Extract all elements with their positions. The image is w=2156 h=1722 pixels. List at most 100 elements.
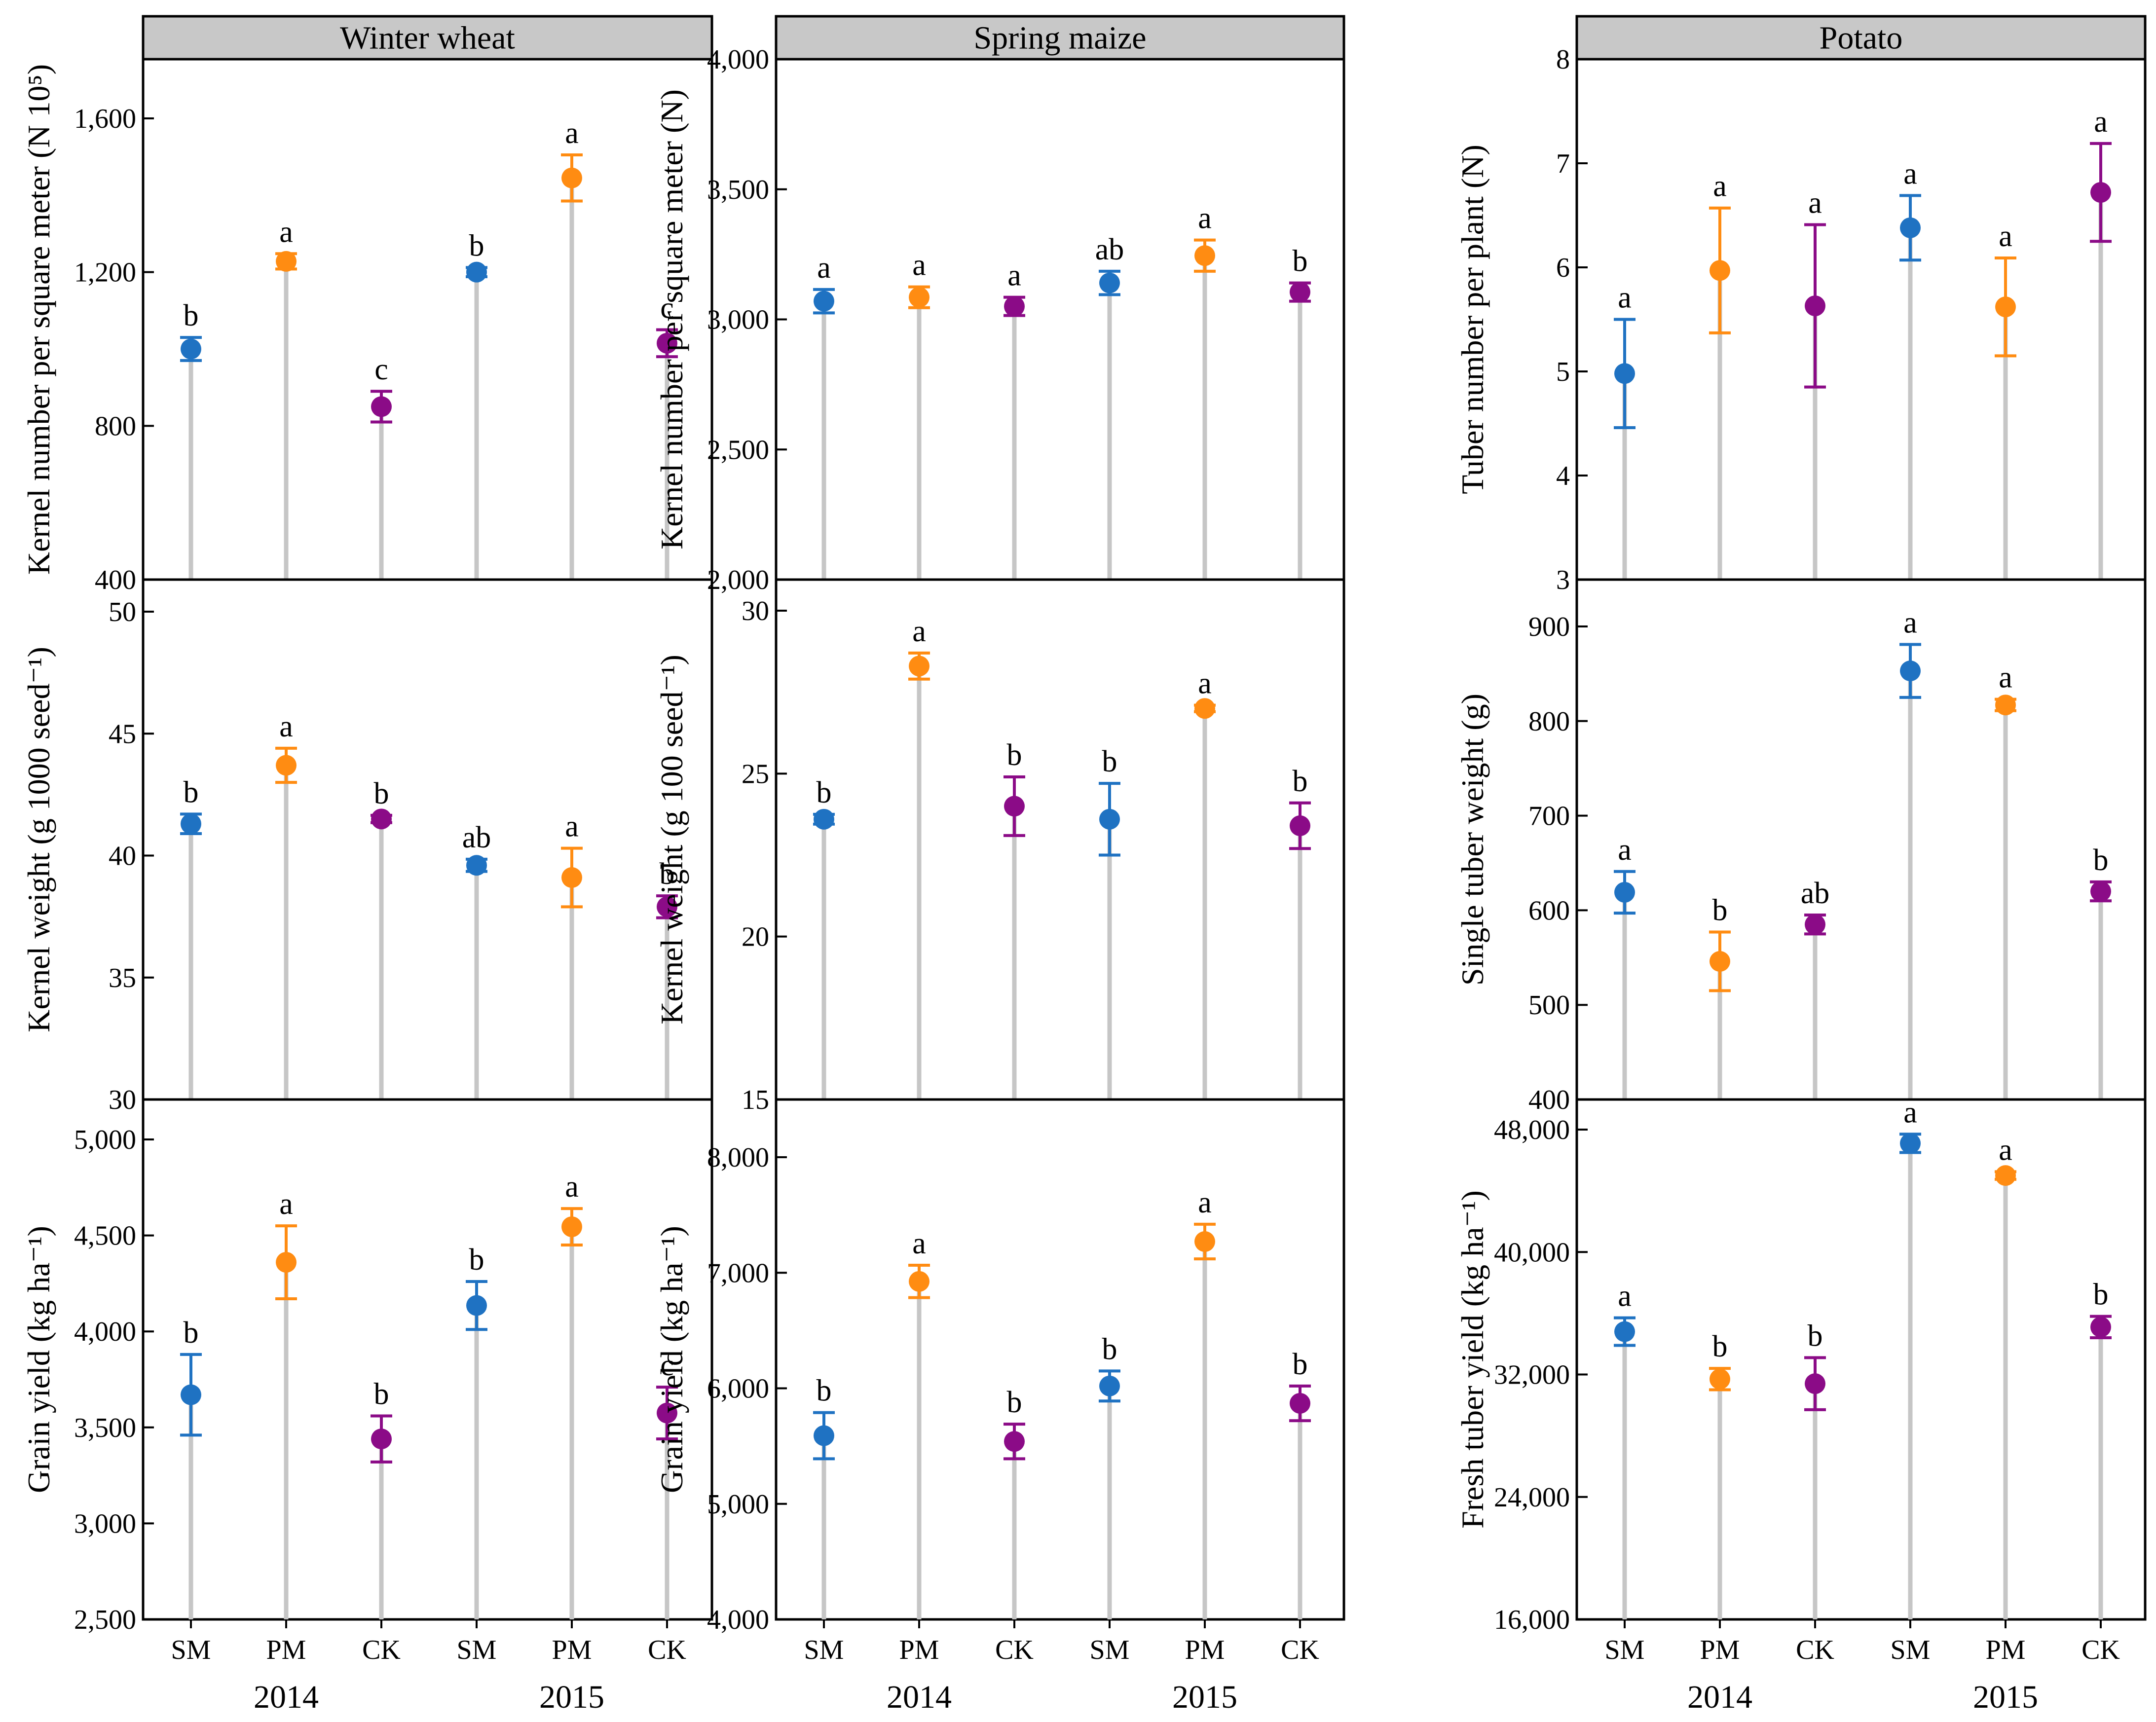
y-tick-label: 15 <box>742 1085 769 1115</box>
data-point-ck-2015: c <box>656 1349 678 1619</box>
x-tick-label: PM <box>1986 1635 2026 1665</box>
y-axis-label: Grain yield (kg ha⁻¹) <box>654 1226 689 1493</box>
significance-letter: a <box>1903 1096 1917 1129</box>
data-marker <box>1805 914 1825 935</box>
data-marker <box>181 813 201 835</box>
data-point-sm-2015: b <box>1099 1332 1120 1619</box>
data-point-ck-2014: b <box>371 1377 392 1619</box>
data-marker <box>814 291 834 312</box>
facet-title-winter-wheat: Winter wheat <box>340 20 515 56</box>
significance-letter: b <box>817 1374 832 1408</box>
significance-letter: a <box>1999 220 2012 253</box>
year-label-2014: 2014 <box>254 1679 319 1715</box>
data-marker <box>657 1402 677 1424</box>
y-tick-label: 500 <box>1528 990 1570 1021</box>
y-tick-label: 32,000 <box>1494 1360 1570 1391</box>
y-tick-label: 8 <box>1556 44 1570 75</box>
y-tick-label: 400 <box>1528 1085 1570 1115</box>
y-tick-label: 2,500 <box>707 435 769 465</box>
data-marker <box>561 167 582 188</box>
significance-letter: b <box>1293 1348 1308 1381</box>
y-tick-label: 5,000 <box>74 1125 136 1155</box>
significance-letter: b <box>1712 1330 1728 1363</box>
data-marker <box>1099 1375 1120 1396</box>
data-marker <box>276 755 297 776</box>
data-point-pm-2014: a <box>908 1227 930 1619</box>
panel-frame <box>775 1098 1345 1621</box>
significance-letter: b <box>1007 738 1022 772</box>
x-tick-label: PM <box>1185 1635 1225 1665</box>
panel-potato-3: 16,000 24,000 32,000 40,000 48,000 Fresh tube… <box>1455 1096 2147 1715</box>
data-point-ck-2014: a <box>1004 259 1025 580</box>
significance-letter: a <box>565 810 579 843</box>
y-tick-label: 6 <box>1556 253 1570 283</box>
data-point-ck-2014: a <box>1804 186 1826 580</box>
data-point-sm-2015: ab <box>1095 233 1124 580</box>
significance-letter: b <box>374 1377 389 1411</box>
data-marker <box>371 396 392 417</box>
panel-frame <box>1575 578 2147 1101</box>
facet-title-spring-maize: Spring maize <box>973 20 1146 56</box>
y-tick-label: 4,000 <box>74 1317 136 1347</box>
data-point-ck-2015: c <box>656 292 678 580</box>
y-tick-label: 3,500 <box>707 175 769 205</box>
data-point-ck-2014: c <box>371 353 392 580</box>
y-axis-label: Fresh tuber yield (kg ha⁻¹) <box>1455 1190 1490 1529</box>
significance-letter: c <box>374 353 388 386</box>
facet-title-potato: Potato <box>1820 20 1903 56</box>
significance-letter: b <box>184 775 199 809</box>
data-marker <box>276 1252 297 1273</box>
y-tick-label: 50 <box>109 597 136 627</box>
data-marker <box>1710 1368 1730 1390</box>
data-point-sm-2014: b <box>180 299 202 580</box>
y-tick-label: 400 <box>95 565 136 595</box>
data-marker <box>1995 1165 2016 1186</box>
y-tick-label: 4,000 <box>707 44 769 75</box>
data-point-sm-2015: b <box>1099 745 1120 1099</box>
significance-letter: a <box>279 1187 293 1221</box>
significance-letter: a <box>1999 661 2012 695</box>
data-marker <box>1004 296 1025 317</box>
data-point-ck-2014: b <box>1004 1386 1025 1619</box>
data-point-sm-2015: b <box>466 229 487 580</box>
facet-header-potato <box>1575 15 2147 61</box>
data-marker <box>466 855 487 876</box>
data-marker <box>466 261 487 283</box>
y-axis-label: Kernel weight (g 100 seed⁻¹) <box>654 655 689 1025</box>
data-point-sm-2014: a <box>813 251 835 580</box>
y-tick-label: 2,000 <box>707 565 769 595</box>
significance-letter: ab <box>1095 233 1124 266</box>
y-tick-label: 40 <box>109 841 136 872</box>
data-point-pm-2015: a <box>1194 667 1216 1099</box>
data-marker <box>2090 182 2111 203</box>
panel-frame <box>142 1098 713 1621</box>
y-tick-label: 3,000 <box>707 305 769 335</box>
data-marker <box>1194 1231 1215 1252</box>
data-point-ck-2014: ab <box>1801 877 1829 1099</box>
data-point-sm-2015: a <box>1899 606 1921 1099</box>
data-point-ck-2015: b <box>2090 1278 2112 1619</box>
significance-letter: b <box>1102 745 1117 778</box>
significance-letter: b <box>1808 1319 1823 1353</box>
y-tick-label: 3,000 <box>74 1508 136 1539</box>
data-point-sm-2015: a <box>1899 157 1921 580</box>
panel-frame <box>775 58 1345 581</box>
data-point-pm-2015: a <box>1194 1186 1216 1619</box>
significance-letter: b <box>374 777 389 810</box>
data-marker <box>814 808 834 830</box>
data-point-pm-2015: a <box>561 810 583 1099</box>
significance-letter: b <box>1007 1386 1022 1419</box>
x-tick-label: PM <box>1700 1635 1740 1665</box>
data-point-ck-2014: b <box>1004 738 1025 1099</box>
data-marker <box>1614 363 1635 384</box>
data-point-pm-2015: a <box>1194 202 1216 580</box>
data-point-ck-2015: b <box>1289 1348 1311 1619</box>
y-tick-label: 3,500 <box>74 1413 136 1443</box>
y-tick-label: 900 <box>1528 612 1570 642</box>
panel-frame <box>1575 1098 2147 1621</box>
data-point-sm-2014: b <box>180 775 202 1099</box>
significance-letter: a <box>912 1227 926 1260</box>
data-point-sm-2015: b <box>466 1243 487 1619</box>
